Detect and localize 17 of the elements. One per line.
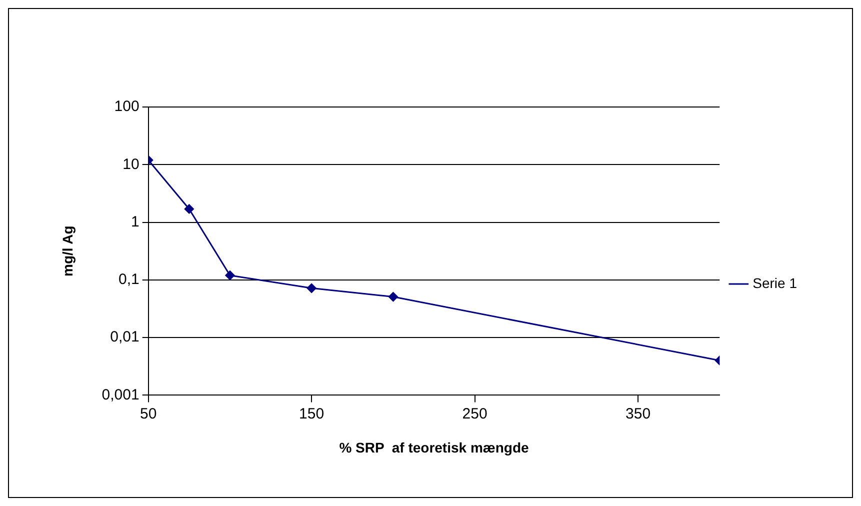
point	[184, 204, 194, 214]
legend-label: Serie 1	[752, 274, 798, 291]
point	[225, 270, 235, 280]
point	[388, 292, 398, 302]
x-tick-label: 50	[140, 405, 157, 422]
y-axis-title: mg/l Ag	[59, 226, 76, 277]
x-axis-title: % SRP af teoretisk mængde	[339, 439, 529, 456]
x-tick-label: 350	[626, 405, 651, 422]
point	[306, 283, 316, 293]
y-tick-label: 1	[130, 213, 140, 230]
x-tick-label: 150	[299, 405, 324, 422]
y-tick-label: 0,1	[118, 271, 140, 288]
y-tick-label: 10	[122, 156, 140, 173]
y-tick-label: 0,001	[102, 386, 140, 404]
x-tick-label: 250	[462, 405, 488, 422]
y-tick-label: 0,01	[110, 328, 140, 346]
y-tick-label: 100	[114, 98, 140, 116]
